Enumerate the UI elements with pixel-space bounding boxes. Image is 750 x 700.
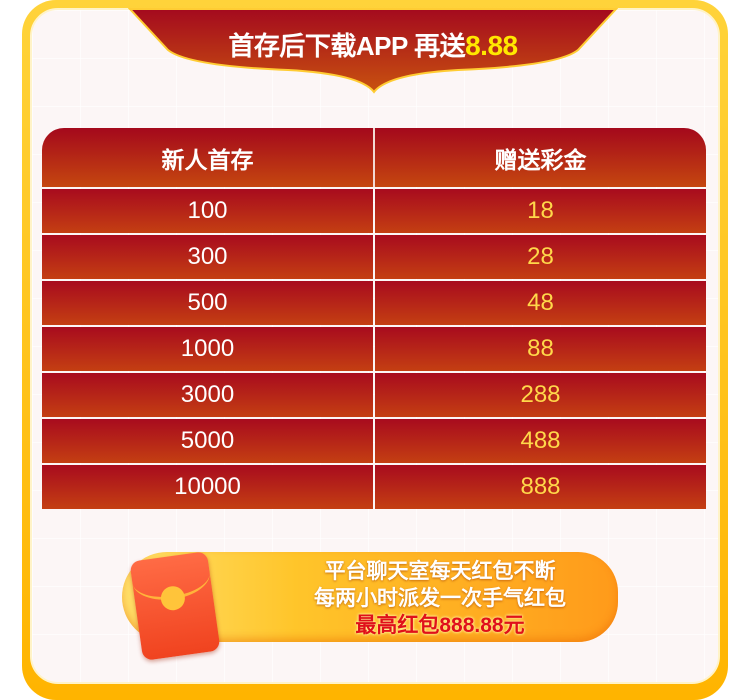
deposit-cell: 10000 [42,465,373,509]
banner-title: 首存后下载APP 再送8.88 [128,26,618,63]
table-row: 10000 888 [42,465,706,509]
table-row: 300 28 [42,235,706,279]
bonus-cell: 48 [375,281,706,325]
table-row: 5000 488 [42,419,706,463]
promo-line-1: 平台聊天室每天红包不断 [324,560,556,583]
deposit-cell: 500 [42,281,373,325]
deposit-cell: 1000 [42,327,373,371]
table-row: 100 18 [42,189,706,233]
table-row: 500 48 [42,281,706,325]
bonus-cell: 288 [375,373,706,417]
deposit-cell: 300 [42,235,373,279]
table-row: 3000 288 [42,373,706,417]
bonus-table: 新人首存 赠送彩金 100 18 300 28 500 48 1000 88 3000 2… [42,128,706,509]
ribbon-shape [128,8,618,94]
header-bonus: 赠送彩金 [494,146,587,173]
header-first-deposit: 新人首存 [42,128,375,187]
bonus-cell: 18 [375,189,706,233]
promo-line-max: 最高红包888.88元 [355,614,525,637]
bonus-cell: 88 [375,327,706,371]
red-packet-promo-banner[interactable]: 平台聊天室每天红包不断 每两小时派发一次手气红包 最高红包888.88元 [122,551,618,661]
promo-line-2: 每两小时派发一次手气红包 [314,587,566,610]
table-header: 新人首存 赠送彩金 [42,128,706,187]
table-row: 1000 88 [42,327,706,371]
bonus-cell: 488 [375,419,706,463]
deposit-cell: 3000 [42,373,373,417]
title-ribbon: 首存后下载APP 再送8.88 [128,8,618,94]
bonus-cell: 28 [375,235,706,279]
deposit-cell: 5000 [42,419,373,463]
banner-highlight-amount: 8.88 [465,30,518,61]
red-envelope-icon [129,551,221,661]
bonus-cell: 888 [375,465,706,509]
banner-title-text: 首存后下载APP 再送 [228,31,466,61]
promo-text: 平台聊天室每天红包不断 每两小时派发一次手气红包 最高红包888.88元 [282,558,598,639]
deposit-cell: 100 [42,189,373,233]
